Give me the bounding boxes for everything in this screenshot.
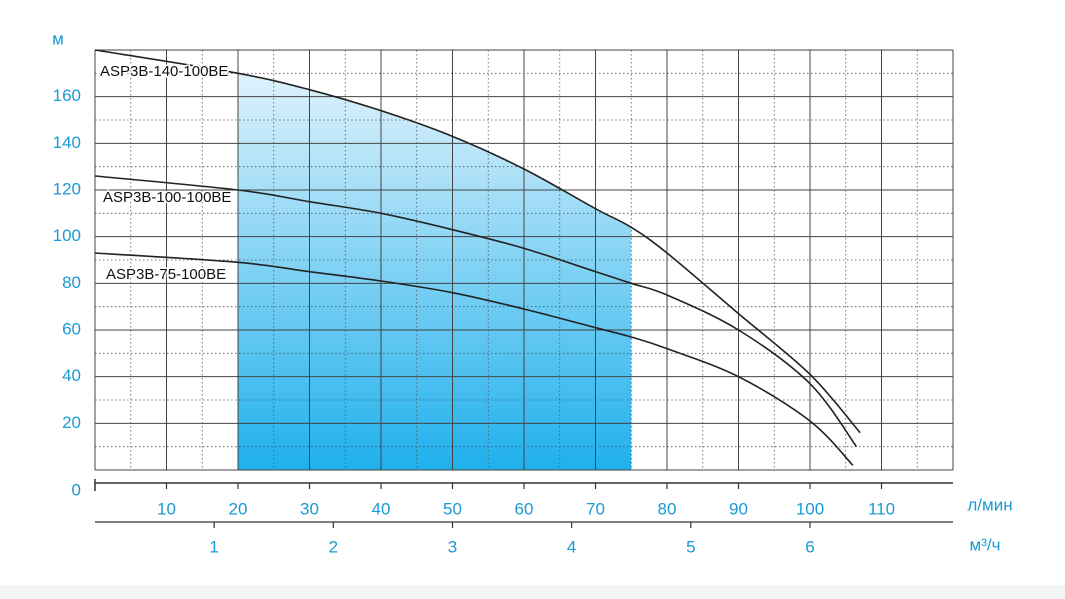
x2-tick-label: 3 (448, 537, 457, 556)
x-tick-label: 30 (300, 499, 319, 518)
x-tick-label: 100 (796, 499, 824, 518)
pump-curve (94, 49, 861, 434)
x-tick-label: 50 (443, 499, 462, 518)
y-tick-label: 160 (53, 86, 81, 105)
y-tick-label: 20 (62, 413, 81, 432)
x-tick-label: 40 (372, 499, 391, 518)
x2-tick-label: 5 (686, 537, 695, 556)
y-tick-label: 80 (62, 273, 81, 292)
x-tick-label: 90 (729, 499, 748, 518)
x-tick-label: 80 (658, 499, 677, 518)
x2-tick-label: 4 (567, 537, 576, 556)
x-tick-label: 70 (586, 499, 605, 518)
series-label: ASP3B-140-100BE (100, 63, 228, 80)
x-tick-label: 60 (515, 499, 534, 518)
y-unit: м (52, 29, 64, 48)
x2-tick-label: 1 (209, 537, 218, 556)
series-label: ASP3B-75-100BE (106, 266, 226, 283)
y-tick-label: 120 (53, 179, 81, 198)
x2-tick-label: 2 (329, 537, 338, 556)
x-tick-label: 20 (229, 499, 248, 518)
pump-curve (94, 252, 854, 466)
x-tick-label: 10 (157, 499, 176, 518)
x-tick-label: 110 (868, 499, 895, 518)
pump-curve (94, 175, 858, 448)
y-tick-label: 60 (62, 319, 81, 338)
y-tick-label: 0 (72, 480, 81, 499)
y-tick-label: 100 (53, 226, 81, 245)
x-unit: л/мин (967, 495, 1012, 514)
y-tick-label: 40 (62, 366, 81, 385)
series-label: ASP3B-100-100BE (103, 189, 231, 206)
footer-strip (0, 585, 1065, 599)
x2-unit: м³/ч (970, 535, 1001, 554)
y-tick-label: 140 (53, 133, 81, 152)
x2-tick-label: 6 (805, 537, 814, 556)
